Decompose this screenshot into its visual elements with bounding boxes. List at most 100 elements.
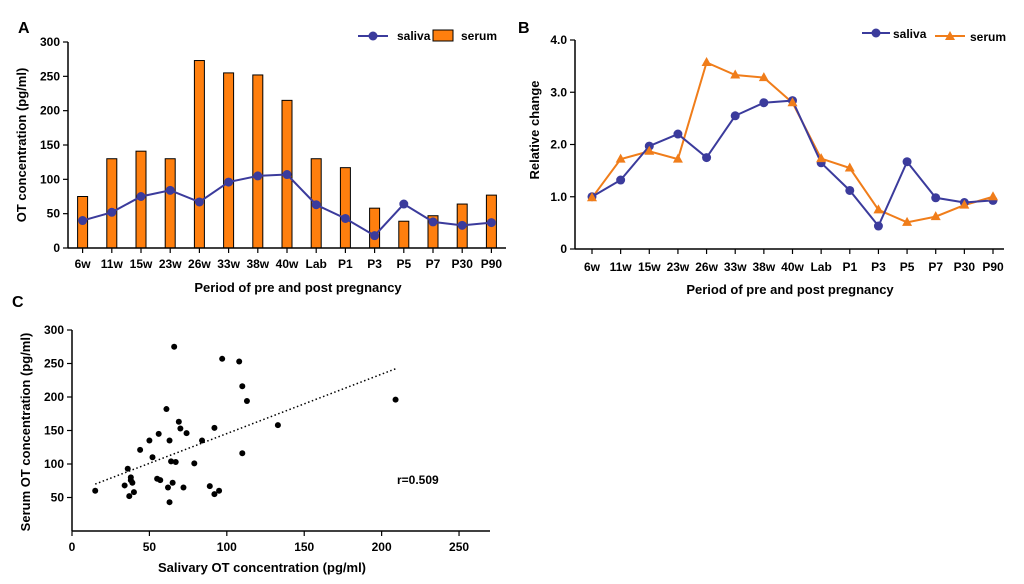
chart-c-point [130, 489, 137, 496]
chart-b-serum-point [615, 153, 626, 163]
chart-a-x-tick-label: 33w [217, 257, 240, 271]
chart-a-serum-bar [339, 167, 351, 249]
chart-a-saliva-point [78, 216, 88, 226]
chart-c-x-tick-label: 50 [143, 540, 157, 554]
chart-c-y-label: Serum OT concentration (pg/ml) [18, 333, 33, 532]
chart-a-y-tick-label: 150 [40, 138, 60, 152]
chart-c-y-tick-label: 50 [51, 491, 65, 505]
chart-a-y-tick-label: 0 [53, 241, 60, 255]
chart-b-x-tick-label: 15w [638, 260, 661, 274]
chart-a-serum-bar [106, 158, 118, 249]
chart-a-x-tick-label: 6w [75, 257, 92, 271]
chart-b-serum-point [758, 72, 769, 82]
chart-b-legend: saliva serum [862, 27, 1006, 44]
chart-c-point [171, 343, 178, 350]
chart-a-saliva-point [282, 170, 292, 180]
chart-a-serum-bar [398, 220, 410, 249]
chart-c-point [121, 482, 128, 489]
chart-b-x-tick-label: 23w [667, 260, 690, 274]
chart-c-point [177, 425, 184, 432]
chart-b-serum-point [902, 216, 913, 226]
chart-b-saliva-polyline [591, 99, 994, 228]
chart-c-point [180, 484, 187, 491]
chart-b-y-ticks: 0 1.0 2.0 3.0 4.0 [550, 33, 575, 256]
chart-c-y-tick-label: 150 [44, 424, 64, 438]
chart-b-serum-point [873, 204, 884, 214]
chart-a-saliva-point [399, 199, 409, 209]
chart-b-saliva-point [702, 153, 712, 163]
chart-b-x-tick-label: P90 [982, 260, 1004, 274]
chart-b-serum-point [930, 211, 941, 221]
chart-b-x-tick-label: P7 [928, 260, 943, 274]
chart-a-saliva-point [428, 217, 438, 227]
panel-label-b: B [518, 20, 530, 37]
chart-a-saliva-point [311, 200, 321, 210]
chart-a-saliva-point [136, 192, 146, 201]
chart-a-saliva-point [457, 220, 467, 230]
chart-c-point [163, 406, 170, 413]
chart-b-x-label: Period of pre and post pregnancy [686, 282, 894, 297]
chart-b-saliva-point [616, 175, 626, 185]
chart-a-saliva-point [224, 177, 234, 187]
chart-b-x-tick-label: 6w [584, 260, 601, 274]
chart-c-point [166, 499, 173, 506]
chart-c-point [168, 458, 175, 465]
chart-c-annotation: r=0.509 [397, 473, 439, 487]
chart-b-x-tick-label: 33w [724, 260, 747, 274]
chart-b-y-tick-label: 2.0 [550, 138, 567, 152]
chart-a-y-tick-label: 300 [40, 35, 60, 49]
chart-b-x-tick-label: 11w [610, 260, 633, 274]
chart-c-trendline [94, 367, 398, 485]
panel-label-c: C [12, 294, 24, 311]
chart-a-y-tick-label: 100 [40, 172, 60, 186]
chart-b-y-label: Relative change [527, 81, 542, 180]
chart-b-y-tick-label: 0 [560, 242, 567, 256]
chart-b-y-tick-label: 1.0 [550, 190, 567, 204]
chart-c-x-tick-label: 250 [449, 540, 469, 554]
chart-b-saliva-point [931, 193, 941, 203]
chart-a-y-ticks: 0 50 100 150 200 250 300 [40, 35, 68, 255]
chart-a-serum-bar [252, 74, 264, 249]
chart-c-point [206, 483, 213, 490]
chart-a-serum-bar [164, 158, 176, 249]
chart-a-x-tick-label: P30 [452, 257, 474, 271]
chart-a-x-tick-label: P1 [338, 257, 353, 271]
chart-b-serum-point [816, 153, 827, 163]
chart-c-point [175, 418, 182, 425]
chart-a-saliva-point [165, 185, 175, 195]
chart-a-saliva-point [370, 231, 380, 241]
chart-a-saliva-line [78, 170, 496, 241]
chart-c-point [146, 437, 153, 444]
chart-b-saliva-point [730, 111, 740, 121]
chart-c-point [166, 437, 173, 444]
chart-c-point [392, 396, 399, 403]
chart-a-legend-saliva-label: saliva [397, 29, 431, 43]
chart-c-point [243, 398, 250, 405]
chart-b-serum-point [844, 162, 855, 172]
chart-b-saliva-point [845, 185, 855, 195]
chart-b-x-ticks: 6w 11w 15w 23w 26w 33w 38w 40w Lab P1 P3 P5 P7 P30 P90 [584, 249, 1004, 274]
chart-c-point [219, 355, 226, 362]
chart-b-legend-saliva-label: saliva [893, 27, 927, 41]
chart-a-saliva-point [253, 171, 263, 181]
chart-b-serum-point [587, 192, 597, 202]
chart-a-x-tick-label: 15w [130, 257, 153, 271]
chart-b-x-tick-label: 40w [781, 260, 804, 274]
chart-c: 50 100 150 200 250 300 0 50 100 150 200 250 Saliva… [18, 323, 490, 575]
chart-c-y-tick-label: 250 [44, 357, 64, 371]
chart-b-saliva-point [902, 157, 912, 167]
chart-c-point [172, 458, 179, 465]
chart-a-x-tick-label: 23w [159, 257, 182, 271]
chart-a-serum-bar [193, 60, 205, 249]
chart-a-legend-serum-swatch [432, 29, 454, 42]
chart-c-y-tick-label: 300 [44, 323, 64, 337]
chart-c-point [129, 479, 136, 486]
chart-a-legend: saliva serum [358, 29, 497, 43]
chart-c-point [211, 491, 218, 498]
chart-a-serum-bar [223, 72, 235, 249]
chart-c-point [274, 422, 281, 429]
chart-a-serum-bar [369, 207, 381, 249]
chart-c-point [183, 430, 190, 437]
chart-c-x-tick-label: 0 [69, 540, 76, 554]
chart-b-serum-point [988, 191, 998, 201]
